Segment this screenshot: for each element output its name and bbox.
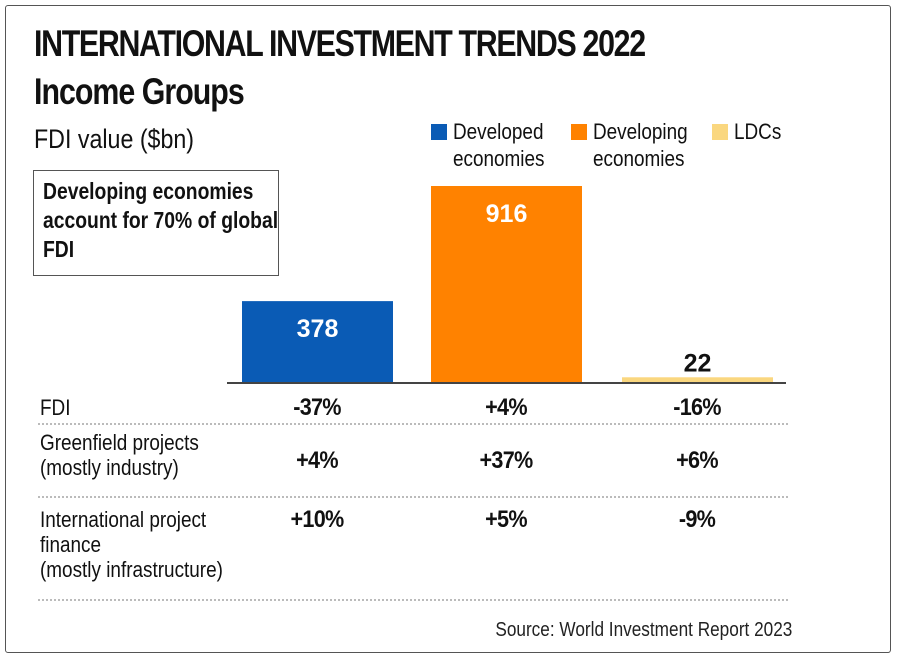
cell-finance-ldcs: -9% <box>678 506 716 533</box>
chart-title: INTERNATIONAL INVESTMENT TRENDS 2022 <box>34 23 646 64</box>
chart-frame <box>5 5 891 653</box>
row-label-greenfield: Greenfield projects (mostly industry) <box>40 430 199 480</box>
cell-finance-developed: +10% <box>290 506 345 533</box>
unit-label: FDI value ($bn) <box>34 124 195 154</box>
callout-text: Developing economies account for 70% of … <box>43 178 279 262</box>
bar-developing-economies <box>431 186 582 382</box>
row-label-project-finance: International project finance (mostly in… <box>40 507 223 582</box>
legend-label-developing: Developing economies <box>593 119 688 171</box>
cell-fdi-ldcs: -16% <box>673 394 721 421</box>
bar-developed-economies <box>242 301 393 382</box>
cell-fdi-developing: +4% <box>485 394 527 421</box>
legend-label-developed: Developed economies <box>453 119 545 171</box>
row-divider <box>38 423 788 425</box>
legend-swatch-ldcs <box>712 124 728 140</box>
legend-item-developing: Developing economies <box>571 118 723 172</box>
legend-swatch-developing <box>571 124 587 140</box>
legend-swatch-developed <box>431 124 447 140</box>
legend-item-ldcs: LDCs <box>712 118 864 145</box>
row-label-fdi: FDI <box>40 395 71 420</box>
data-label: 916 <box>486 200 528 228</box>
cell-finance-developing: +5% <box>485 506 527 533</box>
chart-subtitle: Income Groups <box>34 71 245 112</box>
source-note: Source: World Investment Report 2023 <box>494 619 792 641</box>
legend-item-developed: Developed economies <box>431 118 583 172</box>
cell-greenfield-developing: +37% <box>479 447 534 474</box>
bar-ldcs <box>622 377 773 382</box>
cell-greenfield-ldcs: +6% <box>676 447 718 474</box>
row-divider <box>38 496 788 498</box>
legend-label-ldcs: LDCs <box>734 119 782 144</box>
callout-box: Developing economies account for 70% of … <box>33 170 279 276</box>
row-divider <box>38 599 788 601</box>
cell-greenfield-developed: +4% <box>296 447 338 474</box>
cell-fdi-developed: -37% <box>293 394 341 421</box>
data-label: 22 <box>684 349 712 377</box>
data-label: 378 <box>297 315 339 343</box>
